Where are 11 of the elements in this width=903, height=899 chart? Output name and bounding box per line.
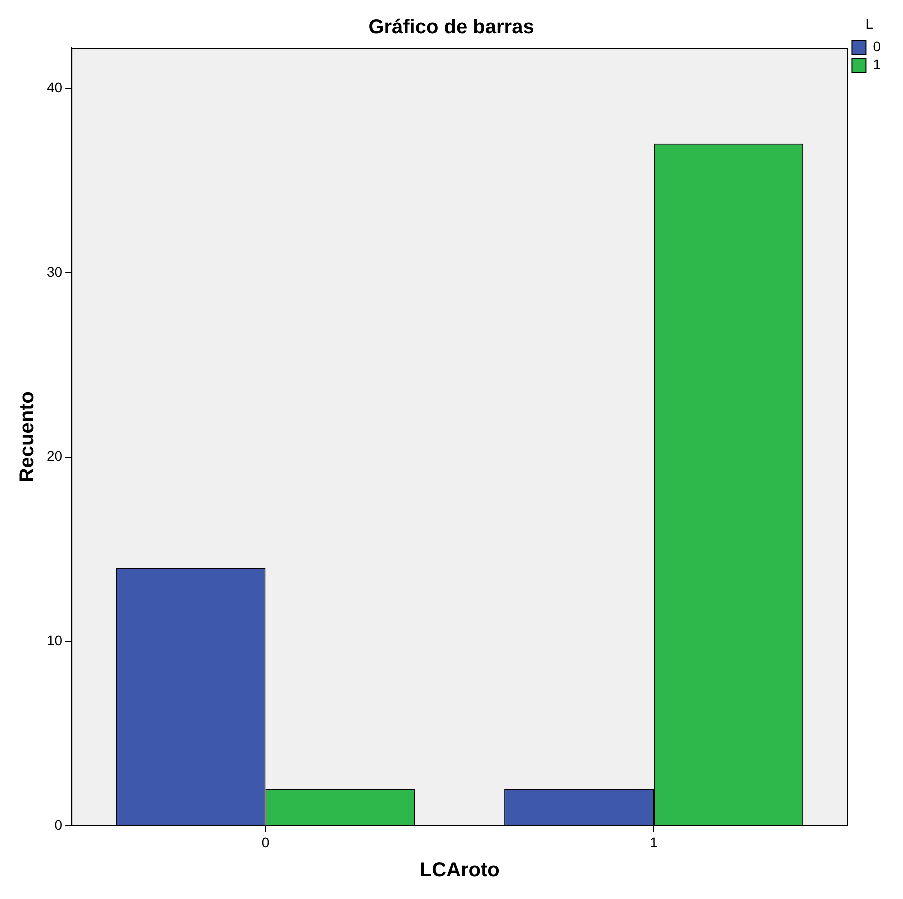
legend-title: L bbox=[866, 16, 874, 32]
legend-label: 1 bbox=[873, 56, 882, 73]
y-tick-label: 40 bbox=[46, 79, 63, 96]
chart-title: Gráfico de barras bbox=[368, 16, 534, 39]
y-tick-label: 20 bbox=[46, 448, 63, 464]
y-axis-title: Recuento bbox=[16, 392, 39, 483]
legend-label: 0 bbox=[873, 38, 882, 55]
y-tick-label: 10 bbox=[46, 632, 63, 649]
x-axis-title: LCAroto bbox=[420, 860, 500, 882]
y-tick-label: 0 bbox=[54, 817, 63, 834]
y-tick-label: 30 bbox=[46, 264, 63, 280]
